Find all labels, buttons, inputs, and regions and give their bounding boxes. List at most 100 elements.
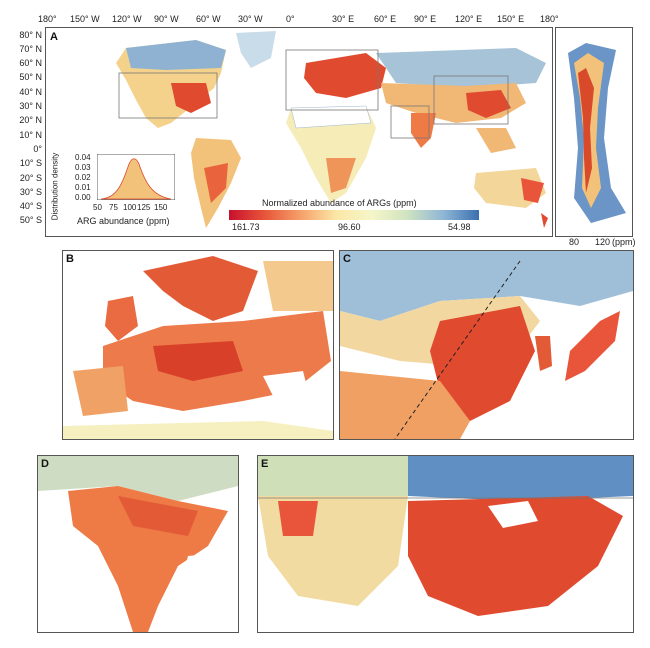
lon-tick: 30° W <box>238 14 263 24</box>
new-zealand <box>541 213 548 228</box>
density-curve <box>100 158 172 200</box>
region-box-d <box>390 105 430 139</box>
panel-b-europe <box>62 250 334 440</box>
density-xtick: 100 <box>123 203 137 212</box>
legend-mid: 96.60 <box>338 222 361 232</box>
panel-d-india <box>37 455 239 633</box>
panel-e-north-america <box>257 455 634 633</box>
density-xtick: 125 <box>137 203 151 212</box>
density-ytick: 0.02 <box>75 173 91 182</box>
black-sea <box>263 371 308 396</box>
north-africa-europe <box>63 421 333 439</box>
lat-tick: 20° N <box>19 115 42 125</box>
profile-band-core <box>578 68 594 193</box>
lon-tick: 120° W <box>112 14 142 24</box>
lat-tick: 0° <box>33 144 42 154</box>
region-box-e <box>118 72 218 119</box>
lat-tick: 10° S <box>19 158 42 168</box>
profile-xtick: 80 <box>569 237 580 247</box>
arabian-sea-no-data <box>38 556 118 632</box>
region-box-c <box>433 75 509 125</box>
sahara-no-data <box>290 105 372 129</box>
greenland <box>236 31 276 68</box>
lat-tick: 30° N <box>19 101 42 111</box>
lon-tick: 180° <box>38 14 57 24</box>
colorbar <box>229 210 479 220</box>
korea <box>535 336 552 371</box>
density-ytick: 0.00 <box>75 193 91 202</box>
iberia <box>73 366 128 416</box>
legend-title: Normalized abundance of ARGs (ppm) <box>262 198 417 208</box>
lat-tick: 60° N <box>19 58 42 68</box>
density-ytick: 0.04 <box>75 153 91 162</box>
density-xtick: 50 <box>93 203 102 212</box>
himalaya-north <box>38 456 238 501</box>
panel-label-b: B <box>66 253 74 265</box>
great-lakes <box>488 501 538 528</box>
africa <box>286 106 376 203</box>
panel-a-world-map <box>45 27 553 237</box>
ganges-hot <box>118 496 198 536</box>
legend-min: 54.98 <box>448 222 471 232</box>
australia-east-hot <box>521 178 544 203</box>
eastern-usa-hotspot <box>171 83 211 113</box>
lon-tick: 150° W <box>70 14 100 24</box>
india <box>411 113 436 148</box>
panel-label-c: C <box>343 253 351 265</box>
lat-tick: 80° N <box>19 30 42 40</box>
lon-tick: 180° <box>540 14 559 24</box>
bay-of-bengal-no-data <box>168 551 238 632</box>
region-box-b <box>285 49 379 111</box>
south-china <box>340 371 470 439</box>
mongolia-siberia <box>340 251 633 321</box>
density-xtick: 150 <box>154 203 168 212</box>
north-america-north <box>126 40 226 70</box>
east-asia-map <box>340 251 633 439</box>
lon-tick: 60° W <box>196 14 221 24</box>
density-ytick: 0.01 <box>75 183 91 192</box>
eastern-europe <box>263 261 333 311</box>
panel-label-d: D <box>41 458 49 470</box>
panel-c-east-asia <box>339 250 634 440</box>
density-xtick: 75 <box>109 203 118 212</box>
hu-line <box>394 260 521 439</box>
lat-tick: 20° S <box>19 173 42 183</box>
lon-tick: 90° W <box>154 14 179 24</box>
lat-tick: 50° S <box>19 215 42 225</box>
scandinavia <box>143 256 258 321</box>
pacific-northwest-hot <box>278 501 318 536</box>
lon-tick: 90° E <box>414 14 437 24</box>
profile-xtick: 120 <box>595 237 611 247</box>
legend-max: 161.73 <box>232 222 260 232</box>
central-europe-hot <box>153 341 243 381</box>
lat-tick: 10° N <box>19 130 42 140</box>
panel-label-e: E <box>261 458 269 470</box>
density-ytick: 0.03 <box>75 163 91 172</box>
africa-south-hot <box>326 158 356 193</box>
northern-asia <box>376 48 546 88</box>
world-map-canvas <box>116 31 548 228</box>
density-xlabel: ARG abundance (ppm) <box>77 216 170 226</box>
japan <box>565 311 620 381</box>
europe <box>304 53 386 98</box>
india-map <box>38 456 238 632</box>
southeast-asia <box>476 128 516 153</box>
lon-tick: 120° E <box>455 14 483 24</box>
lat-tick: 40° N <box>19 87 42 97</box>
lat-tick: 70° N <box>19 44 42 54</box>
east-china-hotspot <box>466 90 511 118</box>
lon-tick: 0° <box>286 14 295 24</box>
lon-tick: 60° E <box>374 14 397 24</box>
canada-west <box>258 456 408 501</box>
profile-canvas <box>568 43 626 223</box>
density-inset: Distribution density 0.04 0.03 0.02 0.01… <box>50 150 179 232</box>
east-china-hot <box>430 306 535 421</box>
europe-map <box>63 251 333 439</box>
density-ylabel: Distribution density <box>50 152 60 221</box>
lon-tick: 30° E <box>332 14 355 24</box>
latitude-profile-panel <box>555 27 633 237</box>
north-america-map <box>258 456 633 632</box>
usa-east-hot <box>408 496 623 616</box>
lat-tick: 30° S <box>19 187 42 197</box>
british-isles <box>105 296 138 341</box>
